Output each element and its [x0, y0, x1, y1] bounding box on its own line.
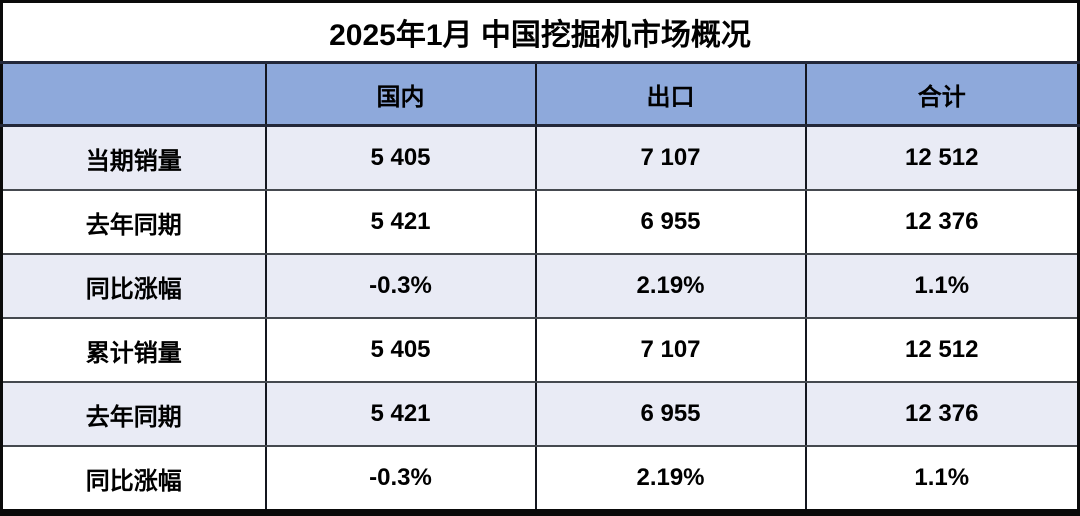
cell-cumulative-domestic: 5 405	[264, 318, 537, 383]
row-label-current-sales: 当期销量	[0, 125, 267, 191]
cell-yoy-export: 2.19%	[534, 254, 807, 319]
table-row: 累计销量 5 405 7 107 12 512	[0, 318, 1080, 383]
cell-yoy-domestic: -0.3%	[264, 254, 537, 319]
column-header-export: 出口	[534, 62, 807, 127]
cell-yoy-2-total: 1.1%	[804, 446, 1080, 514]
table-row: 同比涨幅 -0.3% 2.19% 1.1%	[0, 446, 1080, 514]
page-title: 2025年1月 中国挖掘机市场概况	[1, 1, 1079, 64]
cell-current-sales-total: 12 512	[804, 125, 1080, 191]
cell-current-sales-domestic: 5 405	[264, 125, 537, 191]
cell-last-year-2-export: 6 955	[534, 382, 807, 447]
cell-last-year-domestic: 5 421	[264, 190, 537, 255]
title-row: 2025年1月 中国挖掘机市场概况	[1, 1, 1079, 64]
column-header-empty	[0, 62, 267, 127]
row-label-yoy-change: 同比涨幅	[0, 254, 267, 319]
cell-current-sales-export: 7 107	[534, 125, 807, 191]
table-row: 当期销量 5 405 7 107 12 512	[0, 125, 1080, 191]
row-label-yoy-change-2: 同比涨幅	[0, 446, 267, 514]
table-row: 去年同期 5 421 6 955 12 376	[0, 190, 1080, 255]
table-row: 同比涨幅 -0.3% 2.19% 1.1%	[0, 254, 1080, 319]
cell-yoy-2-export: 2.19%	[534, 446, 807, 514]
cell-last-year-total: 12 376	[804, 190, 1080, 255]
cell-cumulative-total: 12 512	[804, 318, 1080, 383]
cell-last-year-2-domestic: 5 421	[264, 382, 537, 447]
cell-cumulative-export: 7 107	[534, 318, 807, 383]
table-header-row: 国内 出口 合计	[0, 62, 1080, 127]
cell-last-year-export: 6 955	[534, 190, 807, 255]
row-label-last-year-period: 去年同期	[0, 190, 267, 255]
row-label-last-year-period-2: 去年同期	[0, 382, 267, 447]
cell-yoy-2-domestic: -0.3%	[264, 446, 537, 514]
table-row: 去年同期 5 421 6 955 12 376	[0, 382, 1080, 447]
cell-last-year-2-total: 12 376	[804, 382, 1080, 447]
column-header-total: 合计	[804, 62, 1080, 127]
cell-yoy-total: 1.1%	[804, 254, 1080, 319]
column-header-domestic: 国内	[264, 62, 537, 127]
row-label-cumulative-sales: 累计销量	[0, 318, 267, 383]
